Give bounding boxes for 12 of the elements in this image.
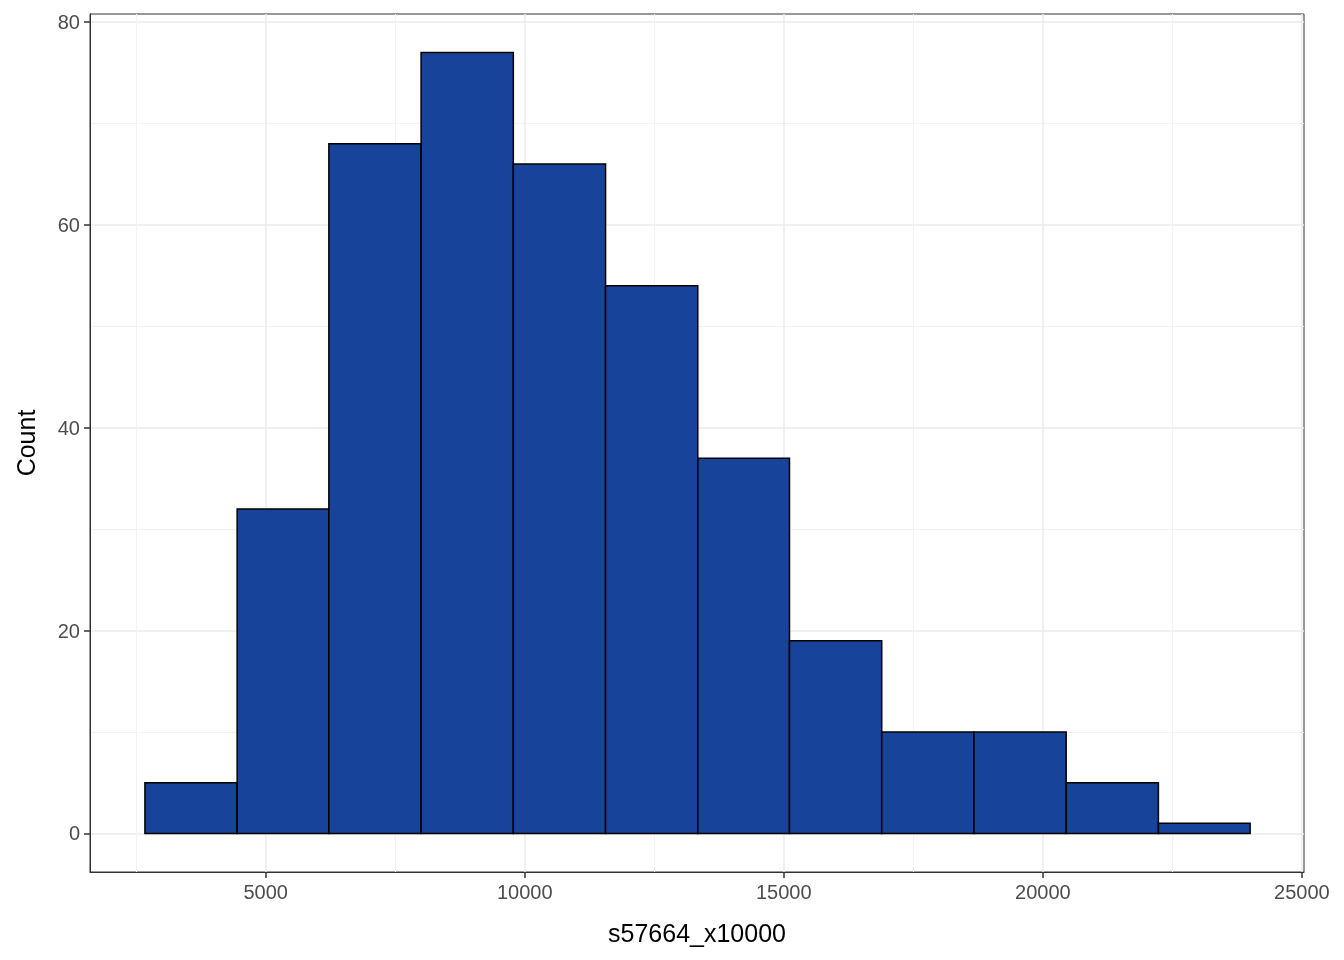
y-tick-label: 20 (57, 619, 80, 642)
x-tick-label: 5000 (243, 881, 288, 903)
y-tick-label: 0 (68, 822, 80, 845)
x-tick-label: 25000 (1274, 881, 1330, 903)
x-axis-title: s57664_x10000 (608, 918, 786, 947)
y-tick-label: 40 (57, 416, 80, 439)
x-tick-label: 15000 (755, 881, 812, 903)
y-tick-label: 60 (57, 213, 80, 236)
y-axis-title: Count (11, 409, 40, 477)
x-tick-label: 20000 (1015, 881, 1071, 903)
x-tick-label: 10000 (496, 881, 553, 903)
y-tick-label: 80 (57, 11, 80, 34)
